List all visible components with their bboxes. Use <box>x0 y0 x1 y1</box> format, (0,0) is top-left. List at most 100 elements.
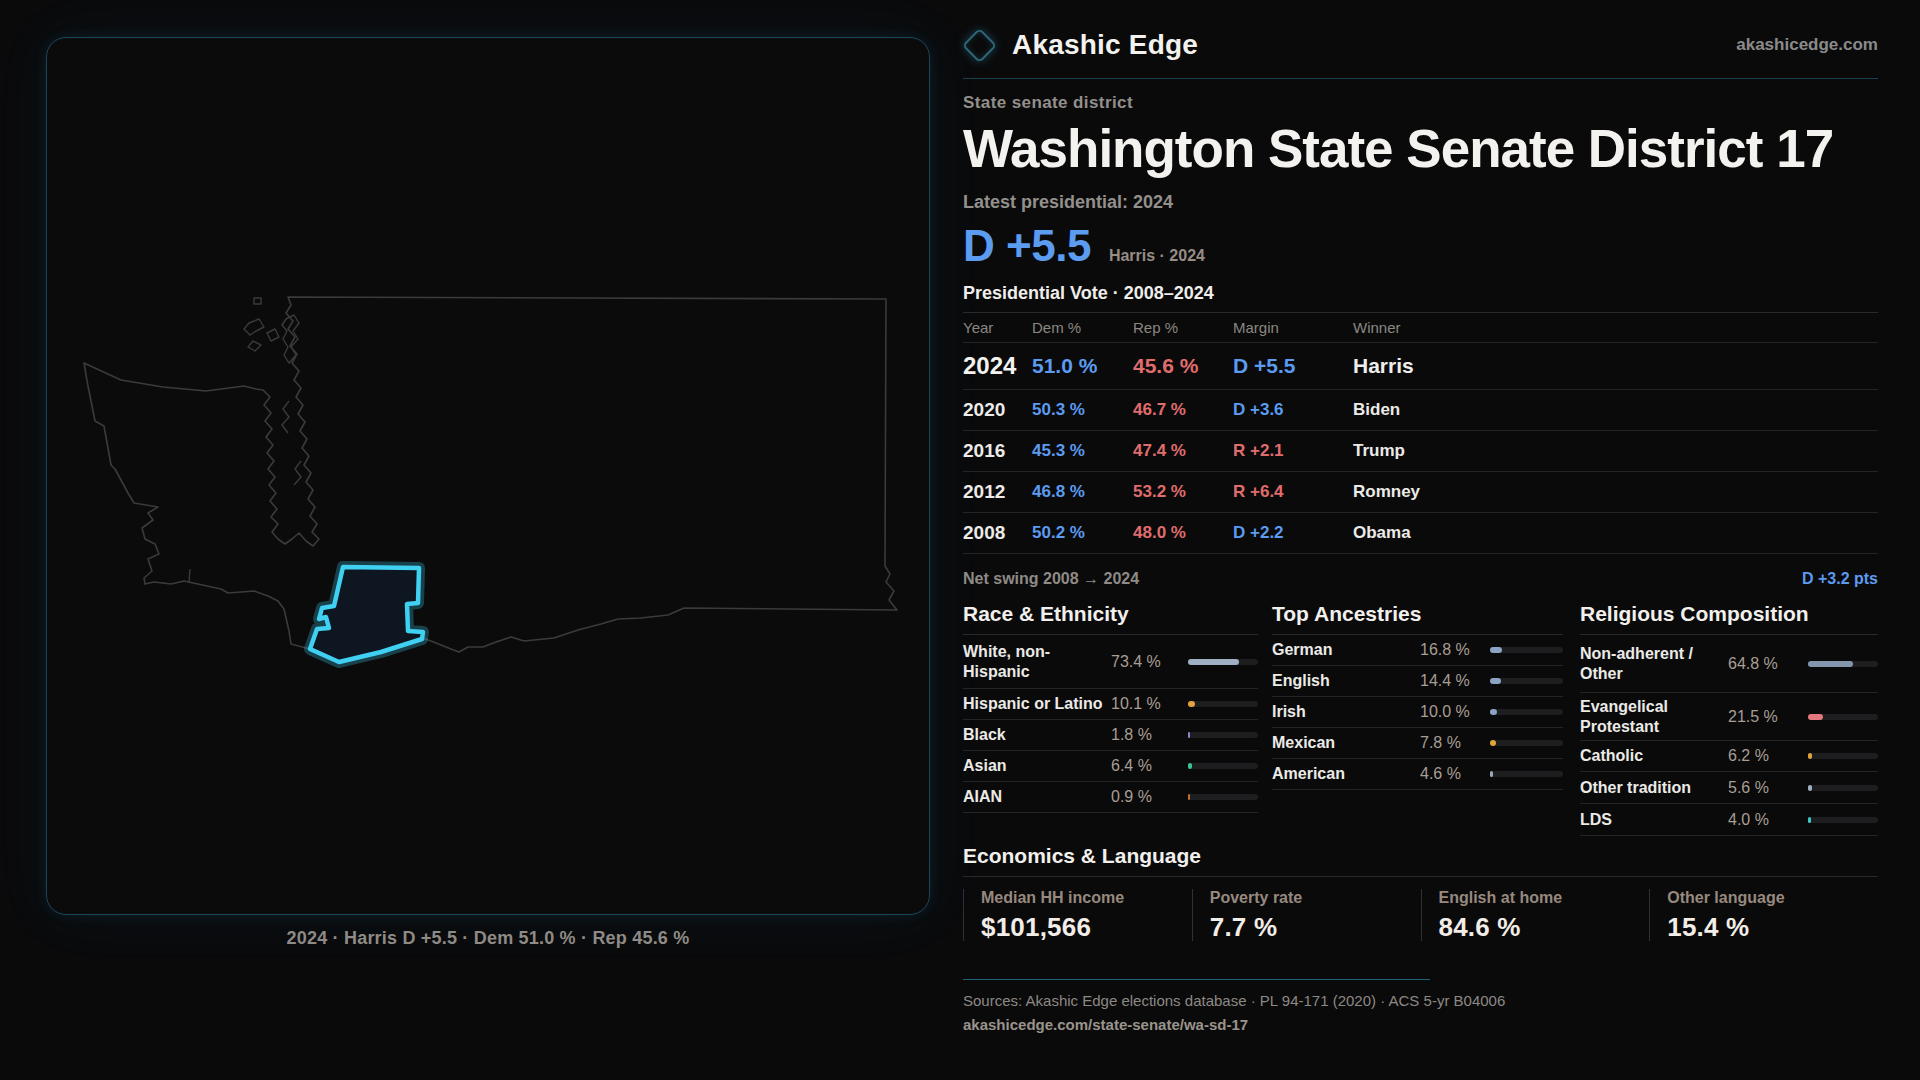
demo-bar-fill <box>1188 659 1239 665</box>
demo-bar-fill <box>1808 753 1812 759</box>
demo-bar-track <box>1188 794 1258 800</box>
sound-detail-1 <box>282 401 289 433</box>
kicker: State senate district <box>963 93 1878 113</box>
net-swing-row: Net swing 2008 → 2024 D +3.2 pts <box>963 554 1878 600</box>
demo-label: White, non-Hispanic <box>963 642 1111 682</box>
vote-cell: 45.3 % <box>1032 441 1133 461</box>
district-map-panel <box>46 37 930 915</box>
demo-column-title: Religious Composition <box>1580 602 1878 635</box>
vote-cell: Obama <box>1353 523 1878 543</box>
demo-value: 16.8 % <box>1420 641 1470 659</box>
demo-value: 6.4 % <box>1111 757 1152 775</box>
vote-cell: D +2.2 <box>1233 523 1353 543</box>
demo-bar-fill <box>1490 647 1502 653</box>
demo-row: Hispanic or Latino10.1 % <box>963 689 1258 720</box>
vote-cell: 48.0 % <box>1133 523 1233 543</box>
demo-value: 5.6 % <box>1728 779 1769 797</box>
vote-cell: 2008 <box>963 522 1032 544</box>
demo-bar-fill <box>1490 678 1501 684</box>
demo-row: LDS4.0 % <box>1580 804 1878 836</box>
demo-bar-track <box>1490 709 1563 715</box>
stat-label: Median HH income <box>981 889 1192 907</box>
margin-caption: Harris · 2024 <box>1109 247 1205 265</box>
demo-row: Irish10.0 % <box>1272 697 1563 728</box>
demo-column-title: Race & Ethnicity <box>963 602 1258 635</box>
demo-bar-fill <box>1490 771 1493 777</box>
demo-label: English <box>1272 671 1420 691</box>
demo-value: 10.1 % <box>1111 695 1161 713</box>
vote-cell: 50.2 % <box>1032 523 1133 543</box>
demo-label: Catholic <box>1580 746 1728 766</box>
vote-cell: 46.8 % <box>1032 482 1133 502</box>
demo-bar-fill <box>1808 661 1853 667</box>
demo-value: 4.6 % <box>1420 765 1461 783</box>
demo-row: Mexican7.8 % <box>1272 728 1563 759</box>
stat-label: Poverty rate <box>1210 889 1421 907</box>
demo-bar-track <box>1490 771 1563 777</box>
demo-bar-track <box>1808 817 1878 823</box>
brand-domain-link[interactable]: akashicedge.com <box>1736 35 1878 55</box>
vote-cell: Harris <box>1353 354 1878 378</box>
demo-bar-fill <box>1188 763 1192 769</box>
report-panel: Akashic Edge akashicedge.com State senat… <box>963 0 1878 1033</box>
demo-value: 64.8 % <box>1728 655 1778 673</box>
vote-cell: 51.0 % <box>1032 354 1133 378</box>
demo-value: 0.9 % <box>1111 788 1152 806</box>
vote-row-2012: 201246.8 %53.2 %R +6.4Romney <box>963 472 1878 513</box>
demo-value: 7.8 % <box>1420 734 1461 752</box>
demo-label: Non-adherent / Other <box>1580 644 1728 684</box>
sound-detail-2 <box>294 461 301 485</box>
demo-value: 10.0 % <box>1420 703 1470 721</box>
permalink[interactable]: akashicedge.com/state-senate/wa-sd-17 <box>963 1016 1878 1033</box>
river-spur <box>189 569 190 582</box>
demo-label: American <box>1272 764 1420 784</box>
vote-cell: Trump <box>1353 441 1878 461</box>
stat-cell: English at home84.6 % <box>1421 889 1650 941</box>
vote-row-2008: 200850.2 %48.0 %D +2.2Obama <box>963 513 1878 554</box>
sources-divider <box>963 979 1430 980</box>
column-header: Dem % <box>1032 319 1133 336</box>
header-divider <box>963 78 1878 79</box>
margin-value: D +5.5 <box>963 221 1091 271</box>
net-swing-label: Net swing 2008 → 2024 <box>963 570 1139 588</box>
demo-label: AIAN <box>963 787 1111 807</box>
demo-row: Evangelical Protestant21.5 % <box>1580 693 1878 741</box>
demo-column-race: Race & Ethnicity White, non-Hispanic73.4 … <box>963 600 1258 836</box>
vote-cell: 45.6 % <box>1133 354 1233 378</box>
vote-cell: Biden <box>1353 400 1878 420</box>
demo-label: German <box>1272 640 1420 660</box>
lopez-island <box>248 341 261 351</box>
demo-row: American4.6 % <box>1272 759 1563 790</box>
stat-label: Other language <box>1667 889 1878 907</box>
economics-title: Economics & Language <box>963 844 1878 868</box>
stat-value: 84.6 % <box>1439 912 1650 943</box>
vote-row-2020: 202050.3 %46.7 %D +3.6Biden <box>963 390 1878 431</box>
demo-bar-track <box>1490 678 1563 684</box>
demo-bar-track <box>1808 785 1878 791</box>
demo-bar-track <box>1490 647 1563 653</box>
stat-cell: Median HH income$101,566 <box>963 889 1192 941</box>
demo-bar-fill <box>1808 714 1823 720</box>
demo-bar-fill <box>1808 785 1812 791</box>
demo-bar-track <box>1808 714 1878 720</box>
demo-value: 1.8 % <box>1111 726 1152 744</box>
demo-bar-track <box>1188 732 1258 738</box>
vote-cell: 47.4 % <box>1133 441 1233 461</box>
demo-value: 73.4 % <box>1111 653 1161 671</box>
vote-cell: 2020 <box>963 399 1032 421</box>
margin-row: D +5.5 Harris · 2024 <box>963 221 1878 267</box>
demo-bar-track <box>1808 661 1878 667</box>
demographics-grid: Race & Ethnicity White, non-Hispanic73.4 … <box>963 600 1878 836</box>
vote-cell: 2012 <box>963 481 1032 503</box>
vote-cell: D +5.5 <box>1233 354 1353 378</box>
demo-value: 21.5 % <box>1728 708 1778 726</box>
demo-value: 4.0 % <box>1728 811 1769 829</box>
demo-bar-fill <box>1490 709 1497 715</box>
demo-row: AIAN0.9 % <box>963 782 1258 813</box>
table-title: Presidential Vote · 2008–2024 <box>963 283 1878 304</box>
vote-cell: 50.3 % <box>1032 400 1133 420</box>
demo-bar-track <box>1188 763 1258 769</box>
column-header: Winner <box>1353 319 1878 336</box>
column-header: Year <box>963 319 1032 336</box>
demo-bar-track <box>1808 753 1878 759</box>
